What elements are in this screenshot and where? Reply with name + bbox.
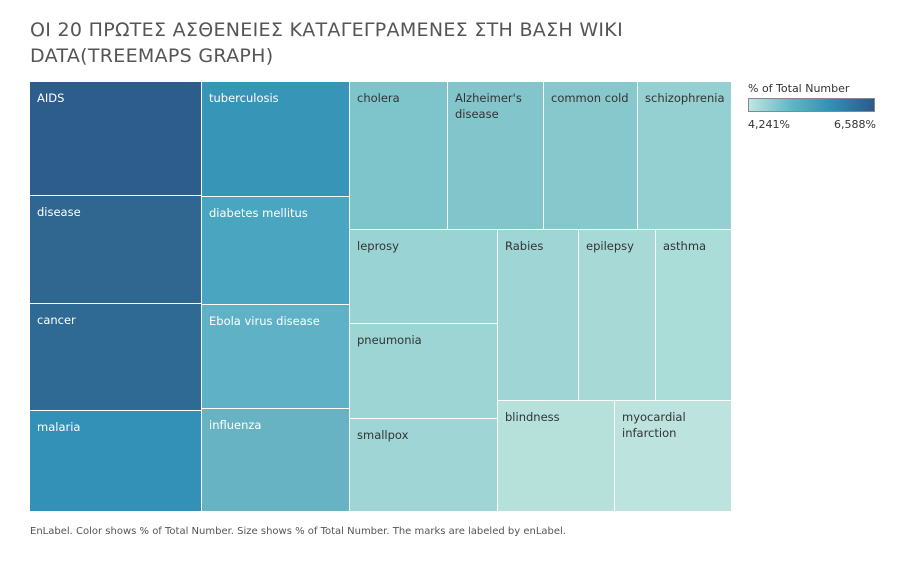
treemap: AIDS disease cancer malaria tuberculosis diab… [30,82,732,512]
treemap-cell-label: epilepsy [586,239,634,253]
treemap-cell-alzheimer-s-disease[interactable]: Alzheimer's disease [448,82,544,230]
treemap-cell-malaria[interactable]: malaria [30,411,202,512]
treemap-cell-label: diabetes mellitus [209,206,308,220]
treemap-cell-label: blindness [505,410,560,424]
treemap-cell-ebola-virus-disease[interactable]: Ebola virus disease [202,305,350,409]
treemap-cell-label: cancer [37,313,76,327]
treemap-cell-pneumonia[interactable]: pneumonia [350,324,498,419]
treemap-cell-myocardial-infarction[interactable]: myocardial infarction [615,401,732,512]
treemap-cell-aids[interactable]: AIDS [30,82,202,196]
legend-gradient-bar [748,98,875,112]
treemap-cell-label: leprosy [357,239,399,253]
treemap-cell-label: malaria [37,420,81,434]
treemap-cell-label: smallpox [357,428,409,442]
treemap-cell-label: disease [37,205,81,219]
treemap-cell-label: common cold [551,91,629,105]
treemap-cell-label: AIDS [37,91,65,105]
treemap-cell-label: tuberculosis [209,91,279,105]
treemap-cell-blindness[interactable]: blindness [498,401,615,512]
treemap-cell-label: asthma [663,239,707,253]
treemap-cell-tuberculosis[interactable]: tuberculosis [202,82,350,197]
treemap-cell-label: pneumonia [357,333,422,347]
treemap-cell-label: Rabies [505,239,544,253]
treemap-cell-rabies[interactable]: Rabies [498,230,579,401]
treemap-cell-leprosy[interactable]: leprosy [350,230,498,324]
legend-title: % of Total Number [748,82,850,95]
treemap-cell-epilepsy[interactable]: epilepsy [579,230,656,401]
treemap-cell-diabetes-mellitus[interactable]: diabetes mellitus [202,197,350,305]
treemap-cell-label: schizophrenia [645,91,725,105]
treemap-cell-smallpox[interactable]: smallpox [350,419,498,512]
chart-title: ΟΙ 20 ΠΡΩΤΕΣ ΑΣΘΕΝΕΙΕΣ ΚΑΤΑΓΕΓΡΑΜΕΝΕΣ ΣΤ… [30,19,623,67]
treemap-cell-label: Alzheimer's disease [455,91,522,121]
treemap-cell-influenza[interactable]: influenza [202,409,350,512]
treemap-cell-disease[interactable]: disease [30,196,202,304]
chart-caption: EnLabel. Color shows % of Total Number. … [30,526,566,537]
treemap-cell-cancer[interactable]: cancer [30,304,202,411]
treemap-cell-label: Ebola virus disease [209,314,320,328]
legend-max-label: 6,588% [834,118,876,131]
treemap-cell-common-cold[interactable]: common cold [544,82,638,230]
treemap-cell-label: myocardial infarction [622,410,686,440]
treemap-cell-schizophrenia[interactable]: schizophrenia [638,82,732,230]
treemap-cell-asthma[interactable]: asthma [656,230,732,401]
treemap-cell-label: cholera [357,91,400,105]
treemap-cell-cholera[interactable]: cholera [350,82,448,230]
legend-min-label: 4,241% [748,118,790,131]
color-legend: % of Total Number 4,241% 6,588% [748,82,878,131]
treemap-cell-label: influenza [209,418,262,432]
